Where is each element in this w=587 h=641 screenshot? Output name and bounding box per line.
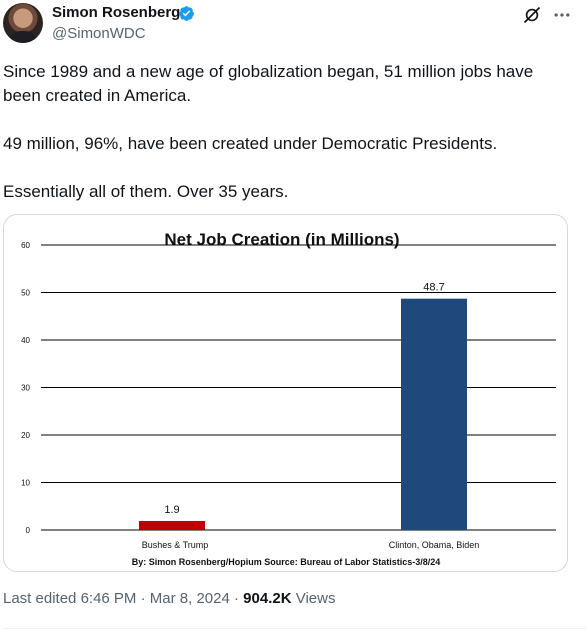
tweet-paragraph: 49 million, 96%, have been created under… xyxy=(3,134,498,153)
edited-label[interactable]: Last edited xyxy=(3,590,81,607)
chart-title: Net Job Creation (in Millions) xyxy=(164,230,399,249)
tweet-date[interactable]: Mar 8, 2024 xyxy=(149,590,230,607)
views-label: Views xyxy=(291,590,336,607)
y-tick-label: 40 xyxy=(21,336,30,345)
y-tick-label: 0 xyxy=(26,526,31,535)
tweet-meta: Last edited 6:46 PM · Mar 8, 2024 · 904.… xyxy=(3,590,335,607)
x-category-label: Clinton, Obama, Biden xyxy=(389,540,480,550)
meta-separator: · xyxy=(229,590,244,607)
y-tick-label: 20 xyxy=(21,431,30,440)
chart-image-card[interactable]: Net Job Creation (in Millions) 0 10 20 30 40… xyxy=(3,214,568,572)
bar-value-label: 1.9 xyxy=(164,504,179,516)
tweet-paragraph: Essentially all of them. Over 35 years. xyxy=(3,182,289,201)
verified-badge-icon[interactable] xyxy=(178,5,195,22)
y-tick-label: 60 xyxy=(21,241,30,250)
author-handle[interactable]: @SimonWDC xyxy=(52,25,146,42)
tweet-header: Simon Rosenberg @SimonWDC xyxy=(0,0,587,52)
bar-value-label: 48.7 xyxy=(423,282,444,294)
y-tick-label: 30 xyxy=(21,384,30,393)
chart-source-note: By: Simon Rosenberg/Hopium Source: Burea… xyxy=(132,557,441,567)
tweet-paragraph: Since 1989 and a new age of globalizatio… xyxy=(3,62,534,105)
job-creation-chart: Net Job Creation (in Millions) 0 10 20 30 40… xyxy=(21,230,556,567)
x-category-label: Bushes & Trump xyxy=(142,540,209,550)
avatar[interactable] xyxy=(3,3,43,43)
divider xyxy=(3,628,587,629)
tweet-time[interactable]: 6:46 PM xyxy=(80,590,137,607)
y-tick-label: 50 xyxy=(21,289,30,298)
bar xyxy=(139,520,205,530)
author-name[interactable]: Simon Rosenberg xyxy=(52,4,181,21)
grok-icon[interactable] xyxy=(522,5,542,25)
y-tick-label: 10 xyxy=(21,479,30,488)
tweet-text: Since 1989 and a new age of globalizatio… xyxy=(3,60,573,204)
more-icon[interactable] xyxy=(552,5,572,25)
bar xyxy=(401,298,467,530)
meta-separator: · xyxy=(136,590,150,607)
views-count: 904.2K xyxy=(243,590,292,607)
